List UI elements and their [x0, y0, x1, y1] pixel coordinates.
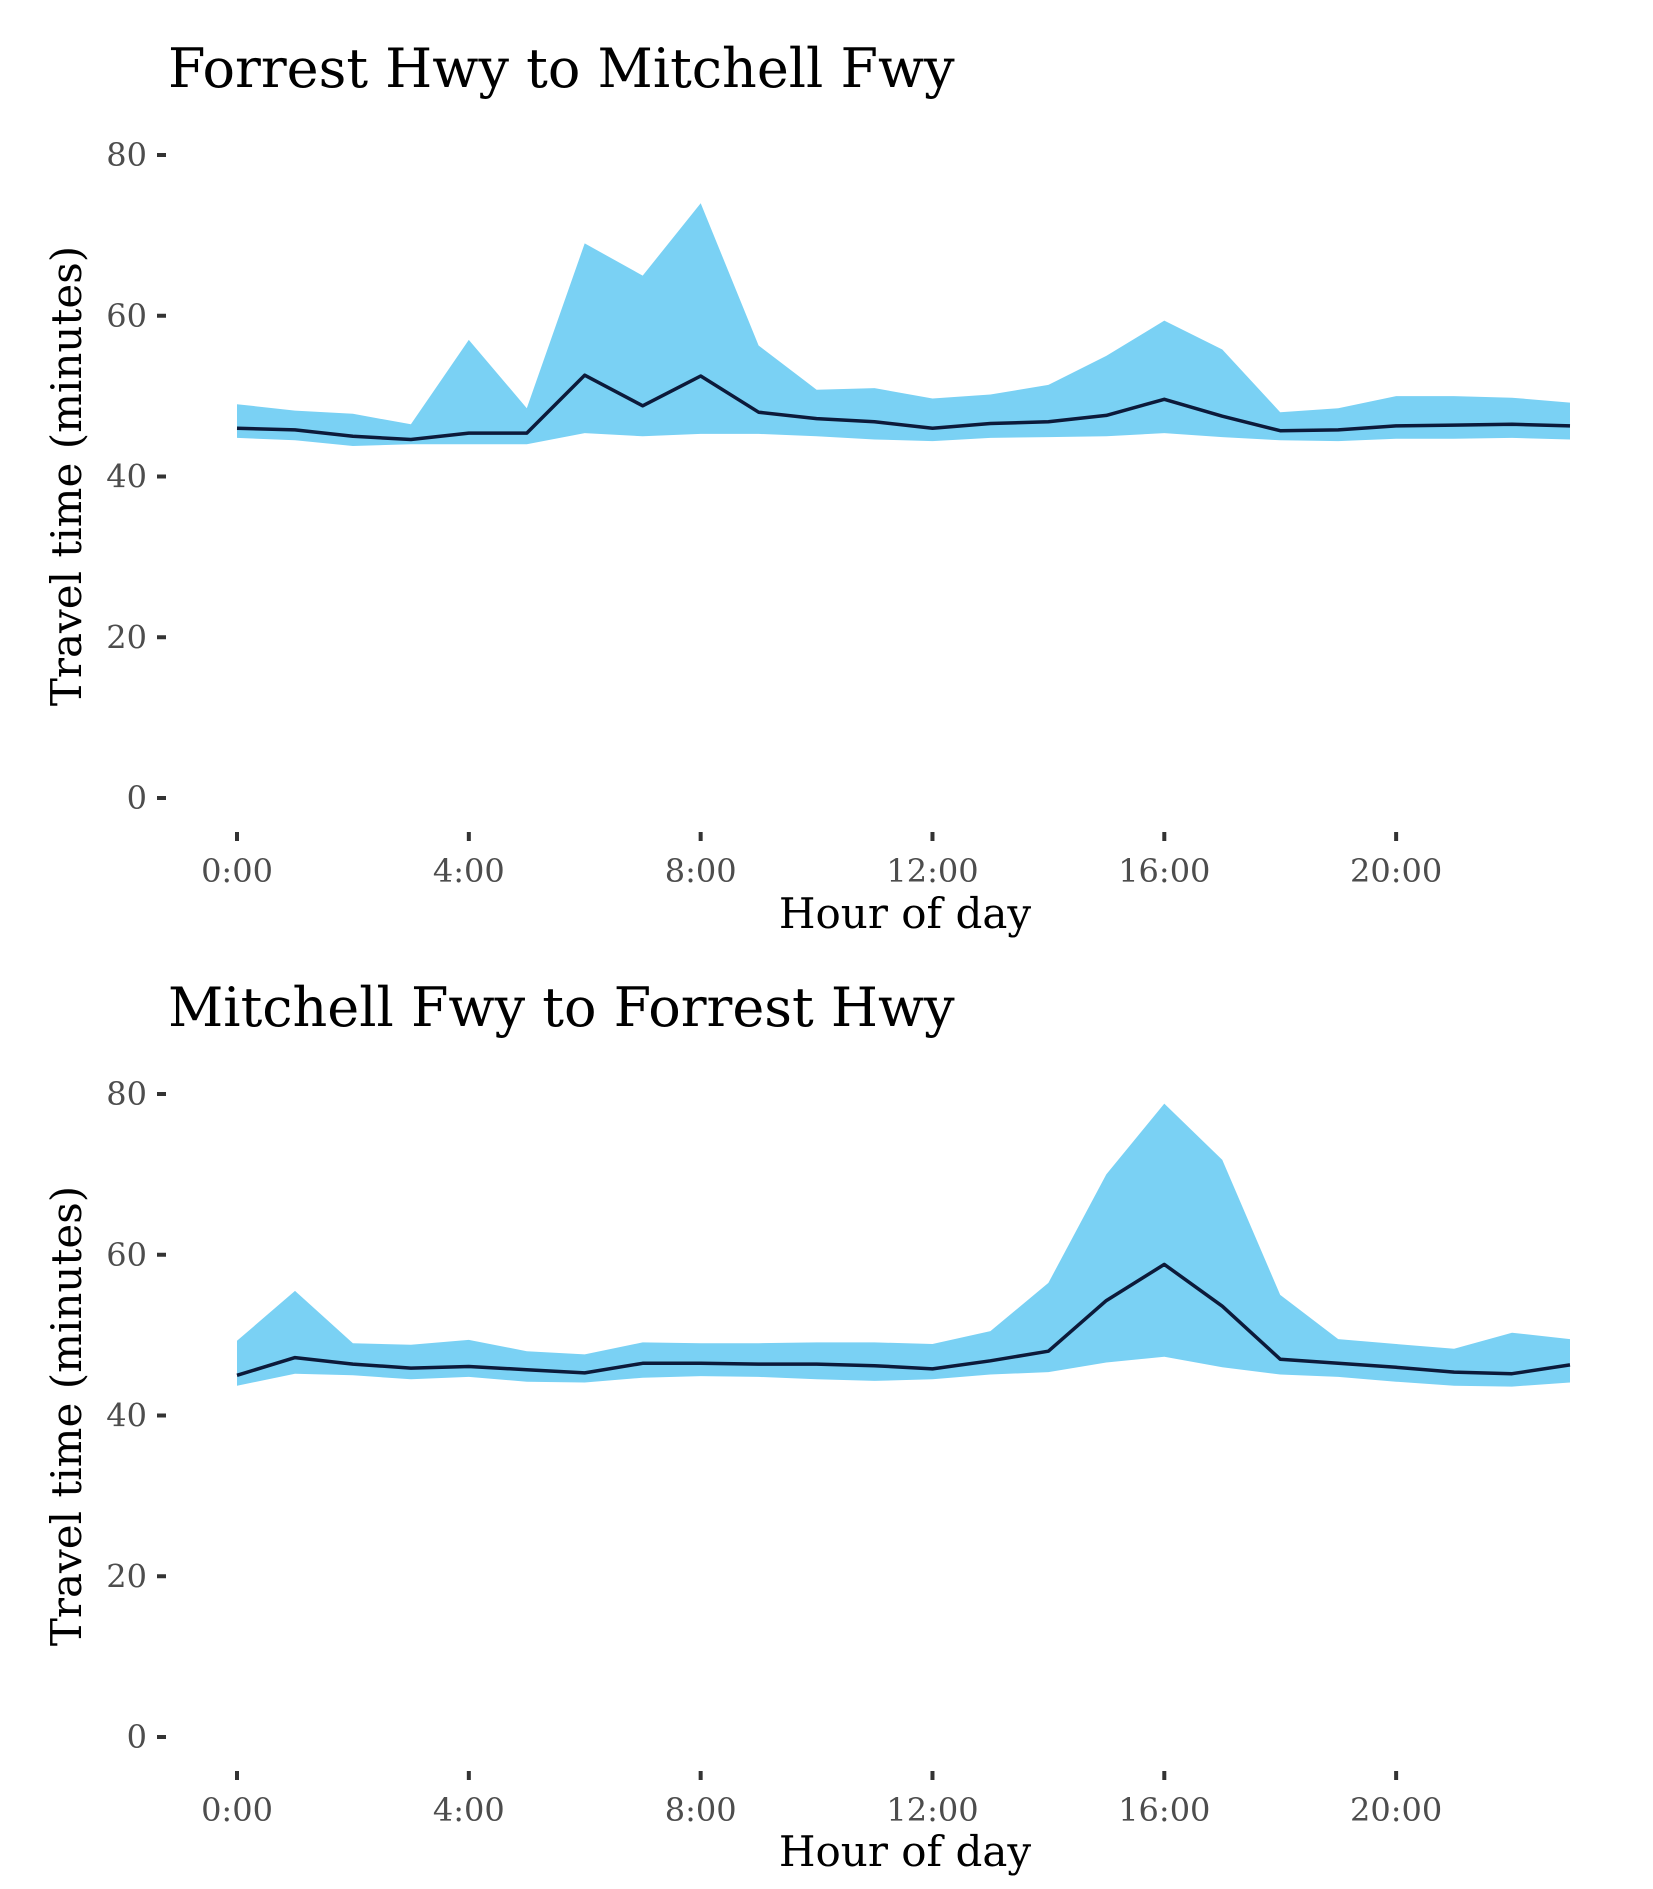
chart-panel-mitchell-to-forrest: Mitchell Fwy to Forrest Hwy 0 20 40 60 80 0:…: [42, 976, 1571, 1876]
median-travel-time-line: [236, 1262, 1571, 1377]
y-axis-title: Travel time (minutes): [42, 246, 91, 706]
x-axis-title: Hour of day: [779, 1827, 1031, 1876]
travel-time-band: [237, 203, 1570, 446]
x-tick-label: 4:00: [433, 852, 505, 890]
median-travel-time-line: [236, 373, 1571, 442]
y-tick-label: 60: [106, 297, 147, 335]
x-tick-label: 16:00: [1118, 1791, 1210, 1829]
travel-time-band: [237, 1103, 1570, 1387]
y-tick-label: 0: [127, 779, 147, 817]
x-tick-label: 8:00: [665, 1791, 737, 1829]
x-tick-label: 16:00: [1118, 852, 1210, 890]
y-tick-label: 80: [106, 1075, 147, 1113]
x-axis: 0:00 4:00 8:00 12:00 16:00 20:00: [201, 1771, 1442, 1829]
x-tick-label: 20:00: [1350, 1791, 1442, 1829]
y-tick-label: 40: [106, 1397, 147, 1435]
x-tick-label: 4:00: [433, 1791, 505, 1829]
y-axis-title: Travel time (minutes): [42, 1186, 91, 1646]
x-axis-title: Hour of day: [779, 889, 1031, 938]
x-tick-label: 12:00: [886, 852, 978, 890]
chart-title: Mitchell Fwy to Forrest Hwy: [168, 976, 955, 1039]
y-tick-label: 20: [106, 1557, 147, 1595]
x-tick-label: 12:00: [886, 1791, 978, 1829]
x-axis: 0:00 4:00 8:00 12:00 16:00 20:00: [201, 832, 1442, 890]
y-tick-label: 0: [127, 1718, 147, 1756]
y-axis: 0 20 40 60 80: [106, 136, 166, 817]
chart-panel-forrest-to-mitchell: Forrest Hwy to Mitchell Fwy 0 20 40 60 80 0:…: [42, 37, 1571, 938]
y-tick-label: 20: [106, 618, 147, 656]
x-tick-label: 20:00: [1350, 852, 1442, 890]
chart-title: Forrest Hwy to Mitchell Fwy: [168, 37, 955, 100]
x-tick-label: 8:00: [665, 852, 737, 890]
y-tick-label: 80: [106, 136, 147, 174]
y-tick-label: 40: [106, 458, 147, 496]
y-tick-label: 60: [106, 1236, 147, 1274]
x-tick-label: 0:00: [201, 1791, 273, 1829]
y-axis: 0 20 40 60 80: [106, 1075, 166, 1756]
x-tick-label: 0:00: [201, 852, 273, 890]
